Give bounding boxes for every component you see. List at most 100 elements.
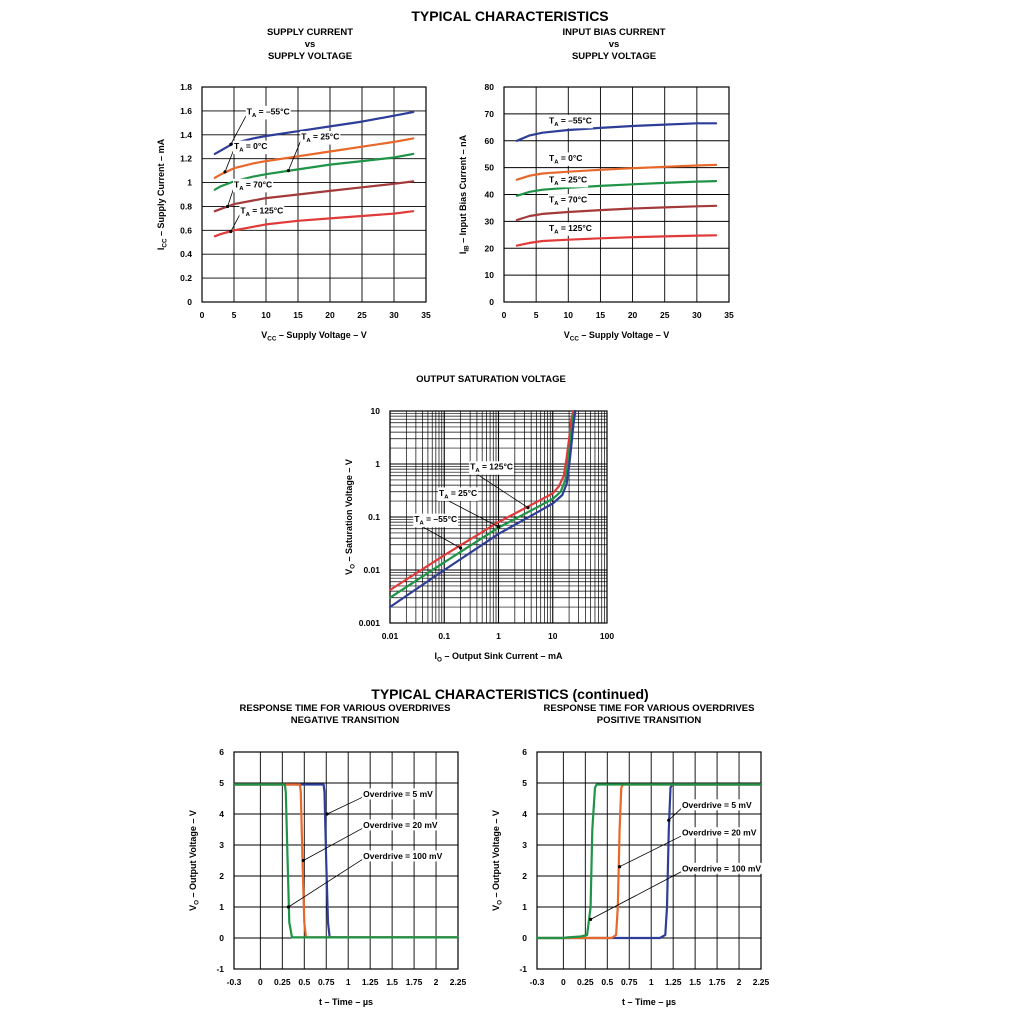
annotation-label: TA = –55°C <box>414 514 457 527</box>
annotation-background <box>548 222 593 236</box>
annotation-background <box>245 105 291 120</box>
x-tick-label: 35 <box>724 310 734 320</box>
annotation-label: TA = 125°C <box>470 462 513 475</box>
x-tick-label: 0.75 <box>621 977 638 987</box>
x-tick-label: 0.5 <box>601 977 613 987</box>
x-tick-label: 35 <box>421 310 431 320</box>
annotation-arrowhead <box>223 170 227 174</box>
chart-4: RESPONSE TIME FOR VARIOUS OVERDRIVESNEGA… <box>188 703 467 1007</box>
x-tick-label: 0 <box>502 310 507 320</box>
annotation-label: TA = 25°C <box>301 132 339 145</box>
annotation-label: TA = 70°C <box>549 195 587 208</box>
x-tick-label: 0 <box>200 310 205 320</box>
annotation-label: Overdrive = 100 mV <box>682 863 761 873</box>
series-line <box>388 409 575 592</box>
y-tick-label: 0.1 <box>368 512 380 522</box>
y-tick-label: 10 <box>485 270 495 280</box>
annotation-background <box>362 819 439 831</box>
y-tick-label: 0 <box>187 297 192 307</box>
annotation-leader <box>326 796 364 815</box>
annotation-background <box>680 799 753 811</box>
x-tick-label: 0.25 <box>274 977 291 987</box>
chart-3: OUTPUT SATURATION VOLTAGE 0.01 0.1 1 10 100 0.… <box>344 374 614 664</box>
y-tick-label: 1 <box>219 902 224 912</box>
grid <box>503 86 730 303</box>
annotation-background <box>548 173 589 188</box>
x-tick-label: 25 <box>660 310 670 320</box>
annotation-background <box>548 194 589 208</box>
annotation-label: TA = 70°C <box>234 179 272 192</box>
annotation-label: TA = 0°C <box>234 141 267 154</box>
annotation-background <box>300 131 341 145</box>
series-line <box>213 110 415 155</box>
x-tick-label: 2 <box>737 977 742 987</box>
y-tick-label: 0 <box>489 297 494 307</box>
series-line <box>213 137 415 179</box>
y-tick-label: 30 <box>485 216 495 226</box>
x-tick-label: 1.25 <box>362 977 379 987</box>
chart-title: SUPPLY VOLTAGE <box>268 51 352 62</box>
y-tick-label: 20 <box>485 243 495 253</box>
annotation-leader <box>288 858 364 908</box>
y-tick-label: 6 <box>219 747 224 757</box>
x-axis-label: IO – Output Sink Current – mA <box>435 651 563 664</box>
x-tick-label: 0.75 <box>318 977 335 987</box>
x-tick-label: 0 <box>561 977 566 987</box>
y-tick-label: 0.01 <box>363 565 380 575</box>
annotation-label: TA = 125°C <box>549 223 592 236</box>
annotation-arrowhead <box>286 905 291 909</box>
annotation-label: Overdrive = 5 mV <box>682 800 752 810</box>
y-tick-label: 70 <box>485 109 495 119</box>
annotation-leader <box>230 114 248 145</box>
x-tick-label: 5 <box>232 310 237 320</box>
x-tick-label: 5 <box>534 310 539 320</box>
chart-title: NEGATIVE TRANSITION <box>291 715 400 726</box>
plot-frame <box>233 751 459 970</box>
y-tick-label: 6 <box>522 747 527 757</box>
y-tick-label: 2 <box>522 871 527 881</box>
annotation-label: Overdrive = 100 mV <box>363 851 442 861</box>
annotation-leader <box>469 469 529 509</box>
y-tick-label: -1 <box>519 964 527 974</box>
grid <box>201 86 427 303</box>
x-tick-label: 0.01 <box>382 631 399 641</box>
annotation-arrowhead <box>458 546 463 550</box>
series-line <box>388 409 577 609</box>
x-tick-label: 10 <box>564 310 574 320</box>
y-axis-label: IIB – Input Bias Current – nA <box>458 134 471 254</box>
annotation-label: TA = 25°C <box>439 488 477 501</box>
annotation-background <box>469 461 515 475</box>
x-tick-label: 0.1 <box>438 631 450 641</box>
y-tick-label: 60 <box>485 136 495 146</box>
x-tick-label: 25 <box>357 310 367 320</box>
x-tick-label: 15 <box>596 310 606 320</box>
y-tick-label: 4 <box>522 809 527 819</box>
chart-title: SUPPLY VOLTAGE <box>572 51 656 62</box>
x-tick-label: 20 <box>325 310 335 320</box>
annotation-arrowhead <box>229 142 233 146</box>
annotation-arrowhead <box>526 506 530 510</box>
y-tick-label: -1 <box>216 964 224 974</box>
y-tick-label: 3 <box>219 840 224 850</box>
y-tick-label: 1 <box>187 178 192 188</box>
x-tick-label: -0.3 <box>227 977 242 987</box>
annotation-background <box>239 205 285 219</box>
annotation-leader <box>288 139 302 171</box>
x-axis-label: VCC – Supply Voltage – V <box>261 330 366 343</box>
annotation-arrowhead <box>496 525 501 529</box>
x-tick-label: 0.25 <box>577 977 594 987</box>
annotation-arrowhead <box>286 169 290 173</box>
page-heading: TYPICAL CHARACTERISTICS <box>411 8 609 24</box>
y-tick-label: 80 <box>485 82 495 92</box>
series-line <box>515 234 718 247</box>
annotation-leader <box>227 187 235 207</box>
y-tick-label: 0.4 <box>180 249 192 259</box>
series-line <box>232 783 460 939</box>
x-tick-label: -0.3 <box>530 977 545 987</box>
series-line <box>213 210 415 238</box>
series-line <box>213 152 415 191</box>
annotation-arrowhead <box>667 818 671 822</box>
chart-title: vs <box>609 39 620 50</box>
annotation-background <box>362 850 444 862</box>
